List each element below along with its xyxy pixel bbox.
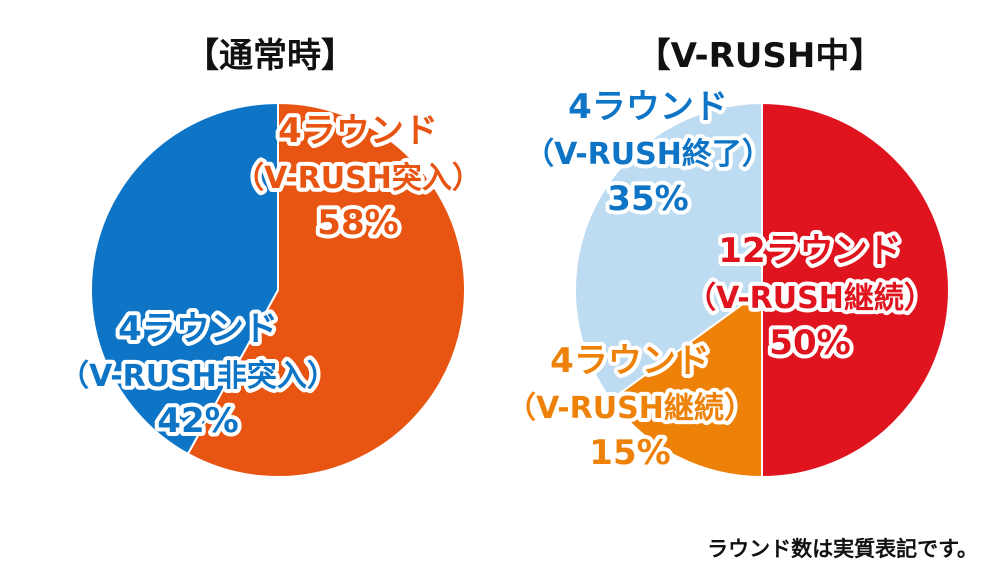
pie-1: 12ラウンド12ラウンド（V-RUSH継続）（V-RUSH継続）50%50%4ラ…	[502, 83, 950, 479]
pie-1-label-1-line-1: （V-RUSH継続）	[506, 391, 754, 426]
pie-1-label-1-outline-0: 4ラウンド	[550, 341, 710, 381]
pie-1-label-0-outline-0: 12ラウンド	[718, 231, 901, 271]
pie-0-label-1-outline-2: 42%	[157, 401, 238, 441]
pie-1-label-2-outline-1: （V-RUSH終了）	[524, 137, 772, 172]
chart-title-vrush: 【V-RUSH中】	[636, 36, 884, 76]
pie-0-slice-0	[186, 101, 466, 478]
pie-1-label-1-outline-1: （V-RUSH継続）	[506, 391, 754, 426]
pie-1-label-1-line-2: 15%	[589, 433, 670, 473]
pie-1-label-2-outline-2: 35%	[607, 179, 688, 219]
pie-1-label-1-line-0: 4ラウンド	[550, 341, 710, 381]
pie-0-label-0-outline-0: 4ラウンド	[278, 111, 438, 151]
pie-0-label-0-line-2: 58%	[317, 203, 398, 243]
pie-1-label-0-line-1: （V-RUSH継続）	[686, 281, 934, 316]
pie-0-label-0-outline-2: 58%	[317, 203, 398, 243]
pie-0-slice-1	[90, 101, 279, 456]
pie-0-label-1-outline-0: 4ラウンド	[118, 309, 278, 349]
pie-1-label-2-line-2: 35%	[607, 179, 688, 219]
pie-1-label-0-line-2: 50%	[769, 323, 850, 363]
pie-0-label-0-line-1: （V-RUSH突入）	[234, 161, 482, 196]
pie-1-label-1-outline-2: 15%	[589, 433, 670, 473]
pie-1-slice-0	[761, 101, 950, 479]
pie-1-slice-1	[609, 288, 763, 479]
pie-1-label-2-line-0: 4ラウンド	[568, 87, 728, 127]
pie-0-label-0-outline-1: （V-RUSH突入）	[234, 161, 482, 196]
pie-0-label-1-line-0: 4ラウンド	[118, 309, 278, 349]
pie-1-label-0-outline-1: （V-RUSH継続）	[686, 281, 934, 316]
pie-1-label-2-line-1: （V-RUSH終了）	[524, 137, 772, 172]
chart-title-normal: 【通常時】	[185, 36, 355, 76]
pie-1-label-0-outline-2: 50%	[769, 323, 850, 363]
footnote: ラウンド数は実質表記です。	[707, 537, 978, 561]
pie-1-label-0-line-0: 12ラウンド	[718, 231, 901, 271]
pie-0: 4ラウンド4ラウンド（V-RUSH突入）（V-RUSH突入）58%58%4ラウン…	[55, 101, 486, 478]
pie-0-label-1-line-2: 42%	[157, 401, 238, 441]
pie-0-label-0-line-0: 4ラウンド	[278, 111, 438, 151]
pie-0-label-1-line-1: （V-RUSH非突入）	[59, 359, 337, 394]
pie-1-label-2-outline-0: 4ラウンド	[568, 87, 728, 127]
pie-0-label-1-outline-1: （V-RUSH非突入）	[59, 359, 337, 394]
pie-1-slice-2	[574, 101, 763, 402]
